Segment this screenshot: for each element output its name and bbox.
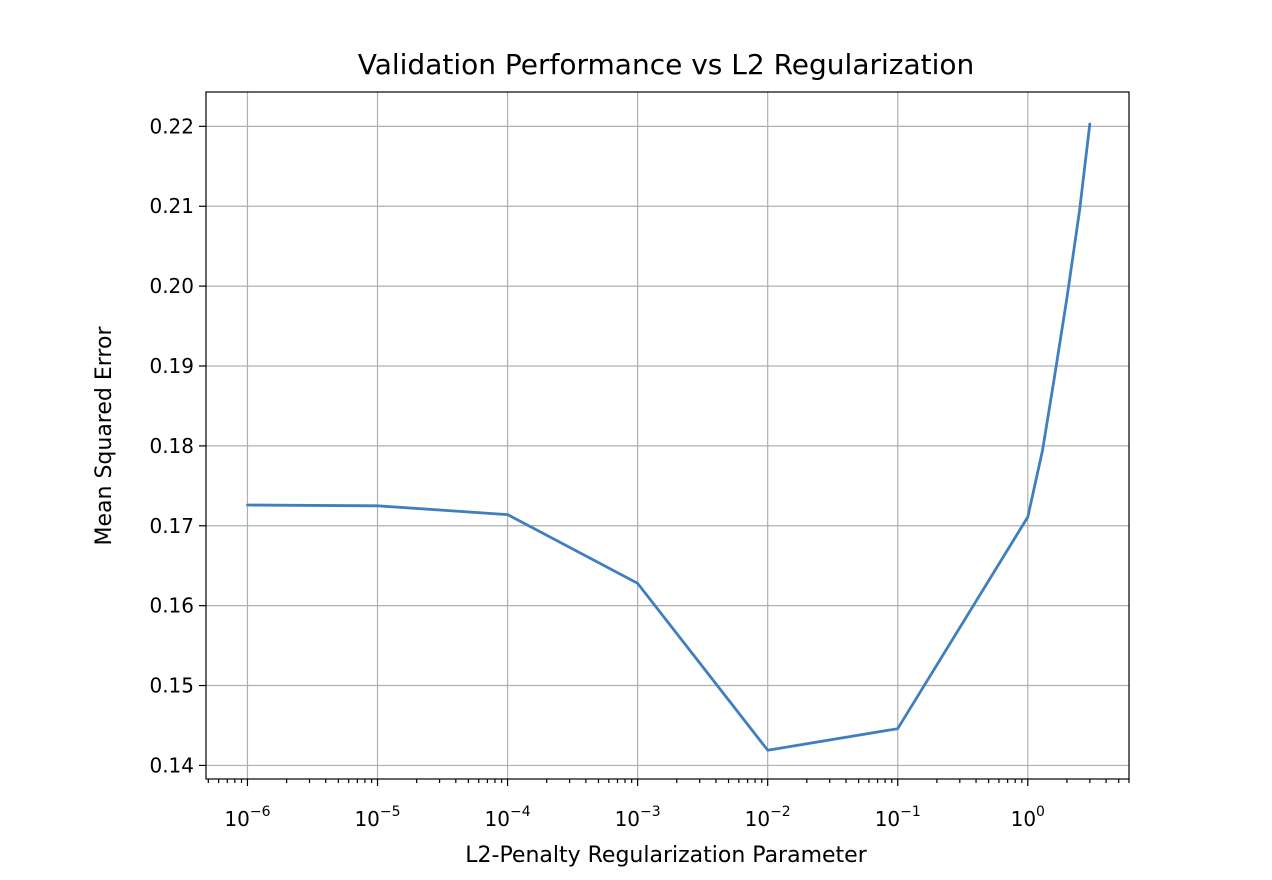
y-tick-label: 0.21 <box>149 194 194 218</box>
x-tick-base: 10 <box>875 807 900 831</box>
x-tick-label: 10−3 <box>615 804 661 831</box>
x-tick-exponent: −3 <box>640 804 661 820</box>
y-tick-label: 0.19 <box>149 354 194 378</box>
y-tick-label: 0.20 <box>149 274 194 298</box>
x-tick-base: 10 <box>1011 807 1036 831</box>
x-tick-exponent: −4 <box>510 804 531 820</box>
x-tick-base: 10 <box>615 807 640 831</box>
x-tick-label: 10−6 <box>224 804 270 831</box>
y-tick-label: 0.15 <box>149 674 194 698</box>
x-axis: 10−6 10−5 10−4 10−3 10−2 10−1 100 <box>207 779 1130 831</box>
x-tick-label: 10−1 <box>875 804 921 831</box>
x-tick-base: 10 <box>354 807 379 831</box>
plot-area-frame <box>205 91 1130 780</box>
y-tick-label: 0.17 <box>149 514 194 538</box>
x-tick-base: 10 <box>745 807 770 831</box>
y-tick-label: 0.22 <box>149 114 194 138</box>
x-tick-label: 10−2 <box>745 804 791 831</box>
x-tick-label: 100 <box>1011 804 1045 831</box>
x-tick-exponent: −1 <box>900 804 921 820</box>
x-tick-label: 10−4 <box>485 804 531 831</box>
x-tick-base: 10 <box>485 807 510 831</box>
chart-title: Validation Performance vs L2 Regularizat… <box>358 48 975 81</box>
y-axis-label: Mean Squared Error <box>92 326 117 546</box>
series-line <box>246 122 1092 752</box>
y-tick-label: 0.16 <box>149 594 194 618</box>
x-tick-exponent: −2 <box>770 804 791 820</box>
y-axis: 0.14 0.15 0.16 0.17 0.18 0.19 0.20 0.21 0.22 <box>149 114 206 777</box>
x-tick-base: 10 <box>224 807 249 831</box>
y-tick-label: 0.18 <box>149 434 194 458</box>
x-axis-label: L2-Penalty Regularization Parameter <box>465 843 867 868</box>
y-tick-label: 0.14 <box>149 753 194 777</box>
series-layer <box>246 122 1092 752</box>
x-tick-label: 10−5 <box>354 804 400 831</box>
x-tick-exponent: −5 <box>380 804 401 820</box>
grid <box>206 92 1129 779</box>
x-tick-exponent: 0 <box>1036 804 1045 820</box>
x-tick-exponent: −6 <box>250 804 271 820</box>
